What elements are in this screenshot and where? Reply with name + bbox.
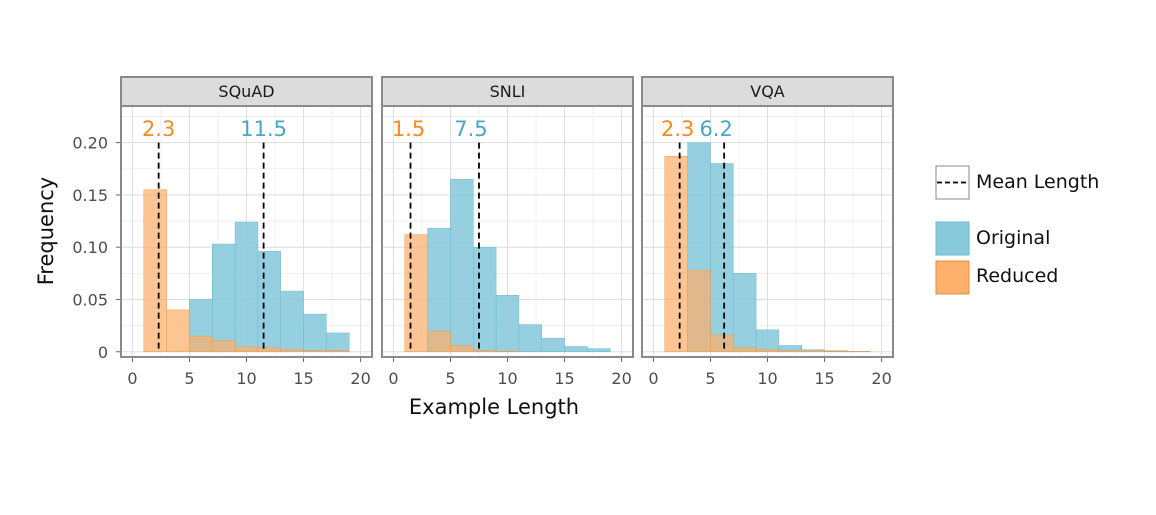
bar-original-snli xyxy=(450,179,473,352)
bar-reduced-squad xyxy=(235,347,258,352)
bar-original-snli xyxy=(496,295,519,351)
bar-reduced-vqa xyxy=(779,351,802,352)
bar-original-vqa xyxy=(756,330,779,352)
bar-reduced-squad xyxy=(144,190,167,352)
bar-reduced-snli xyxy=(405,235,428,352)
x-tick-label: 15 xyxy=(814,369,834,388)
bar-original-squad xyxy=(235,222,258,352)
legend-original-swatch xyxy=(936,222,969,255)
bar-reduced-vqa xyxy=(665,156,688,352)
x-tick-label: 15 xyxy=(554,369,574,388)
y-tick-label: 0.15 xyxy=(72,186,108,205)
legend-reduced-swatch xyxy=(936,261,969,294)
bar-reduced-snli xyxy=(428,331,451,352)
mean-label-original-vqa: 6.2 xyxy=(699,117,732,141)
bar-original-snli xyxy=(473,247,496,352)
x-tick-label: 5 xyxy=(184,369,194,388)
y-tick-label: 0.05 xyxy=(72,290,108,309)
x-tick-label: 20 xyxy=(871,369,891,388)
panel-vqa-title: VQA xyxy=(750,82,785,101)
x-tick-label: 0 xyxy=(127,369,137,388)
bar-reduced-squad xyxy=(212,340,235,352)
bar-reduced-squad xyxy=(167,310,190,352)
bar-original-squad xyxy=(258,251,281,351)
bar-reduced-vqa xyxy=(825,351,848,352)
mean-label-reduced-vqa: 2.3 xyxy=(661,117,694,141)
x-tick-label: 20 xyxy=(350,369,370,388)
bar-reduced-vqa xyxy=(688,270,711,352)
bar-reduced-squad xyxy=(304,351,327,352)
y-axis-title: Frequency xyxy=(34,177,58,286)
bar-original-snli xyxy=(542,338,565,352)
x-tick-label: 5 xyxy=(445,369,455,388)
bar-reduced-snli xyxy=(450,345,473,351)
bar-reduced-vqa xyxy=(802,351,825,352)
x-tick-label: 10 xyxy=(757,369,777,388)
x-tick-label: 10 xyxy=(236,369,256,388)
y-tick-label: 0 xyxy=(98,343,108,362)
bar-reduced-squad xyxy=(189,336,212,352)
bar-original-squad xyxy=(281,291,304,352)
bar-original-snli xyxy=(565,347,588,352)
panel-snli-title: SNLI xyxy=(490,82,526,101)
mean-label-original-snli: 7.5 xyxy=(454,117,487,141)
bar-reduced-squad xyxy=(326,351,349,352)
bar-original-squad xyxy=(304,314,327,352)
x-tick-label: 0 xyxy=(648,369,658,388)
x-tick-label: 0 xyxy=(388,369,398,388)
bar-reduced-vqa xyxy=(756,350,779,352)
legend-reduced-label: Reduced xyxy=(976,265,1058,287)
bar-original-squad xyxy=(326,333,349,352)
x-tick-label: 10 xyxy=(497,369,517,388)
bar-original-snli xyxy=(587,349,610,352)
bar-reduced-snli xyxy=(496,351,519,352)
x-tick-label: 5 xyxy=(705,369,715,388)
bar-original-vqa xyxy=(733,273,756,351)
bar-original-vqa xyxy=(710,164,733,352)
y-tick-label: 0.10 xyxy=(72,238,108,257)
legend-mean-label: Mean Length xyxy=(976,171,1099,193)
x-axis-title: Example Length xyxy=(409,395,579,419)
bar-original-snli xyxy=(519,325,542,352)
bar-reduced-squad xyxy=(258,348,281,352)
panel-squad-title: SQuAD xyxy=(218,82,274,101)
legend-original-label: Original xyxy=(976,227,1050,249)
mean-label-reduced-squad: 2.3 xyxy=(142,117,175,141)
bar-reduced-vqa xyxy=(710,335,733,352)
y-tick-label: 0.20 xyxy=(72,134,108,153)
x-tick-label: 20 xyxy=(611,369,631,388)
bar-original-squad xyxy=(212,244,235,352)
x-tick-label: 15 xyxy=(293,369,313,388)
mean-label-original-squad: 11.5 xyxy=(240,117,287,141)
mean-label-reduced-snli: 1.5 xyxy=(392,117,425,141)
bar-reduced-snli xyxy=(473,351,496,352)
bar-reduced-vqa xyxy=(733,348,756,352)
bar-reduced-squad xyxy=(281,350,304,352)
